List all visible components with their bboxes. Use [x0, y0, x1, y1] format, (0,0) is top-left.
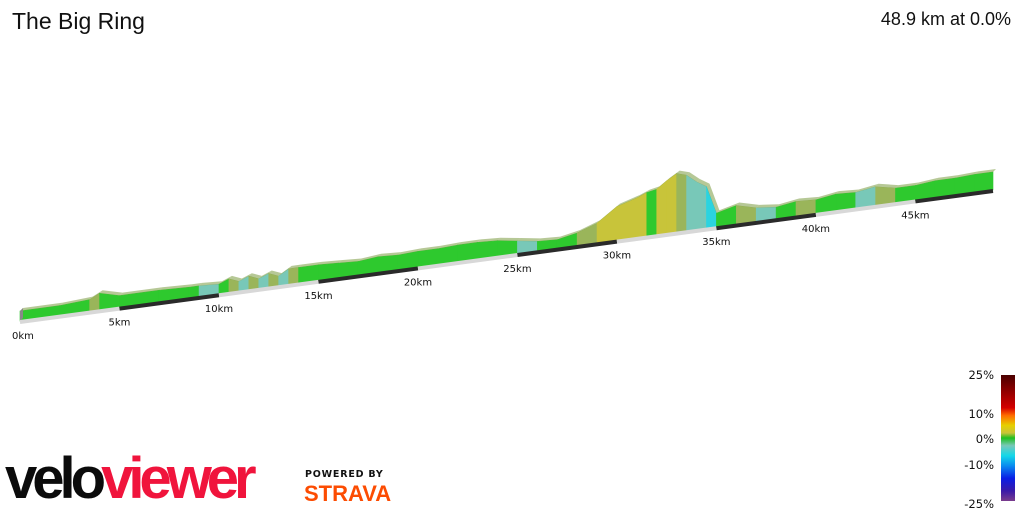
legend-tick-10: 10% [968, 407, 994, 421]
legend-tick-neg25: -25% [964, 497, 994, 511]
gradient-legend: 25% 10% 0% -10% -25% [960, 368, 1024, 512]
km-label: 35km [702, 237, 730, 248]
distance-baseline [19, 189, 994, 324]
distance-axis-labels: 0km 5km 10km 15km 20km 25km 30km 35km 40km 45km [12, 210, 930, 342]
km-label: 10km [205, 304, 233, 315]
gradient-color-bar [1001, 375, 1015, 501]
km-label: 5km [109, 318, 131, 329]
km-label: 25km [503, 264, 531, 275]
legend-tick-neg10: -10% [964, 458, 994, 472]
km-label: 0km [12, 331, 34, 342]
route-title: The Big Ring [12, 8, 145, 34]
elevation-profile-area [19, 169, 996, 322]
km-label: 20km [404, 277, 432, 288]
strava-logo[interactable]: STRAVA [304, 481, 392, 506]
km-label: 40km [802, 224, 830, 235]
legend-tick-0: 0% [975, 432, 994, 446]
km-label: 30km [603, 251, 631, 262]
powered-by-label: POWERED BY [305, 469, 384, 480]
distance-gradient-stat: 48.9 km at 0.0% [880, 9, 1011, 29]
km-label: 15km [304, 291, 332, 302]
km-label: 45km [901, 210, 929, 221]
veloviewer-logo[interactable]: veloviewer [5, 446, 257, 511]
legend-tick-25: 25% [968, 368, 994, 382]
